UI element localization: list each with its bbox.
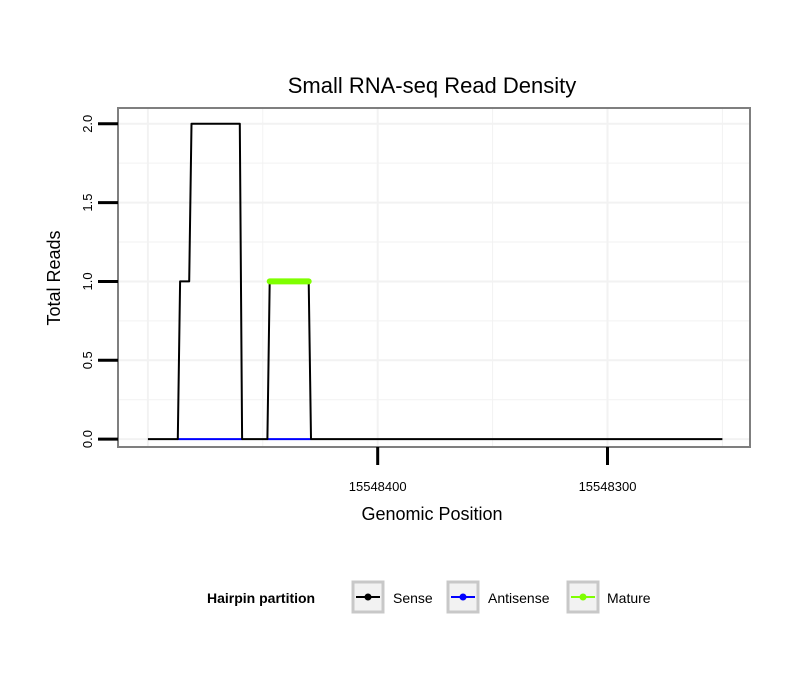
plot-panel [118,108,750,447]
y-tick-label: 1.0 [80,272,95,290]
legend-title: Hairpin partition [207,590,315,606]
series-layer [147,122,723,441]
plot-border [117,107,751,448]
x-tick-label: 15548400 [349,479,407,494]
legend-item-mature: Mature [566,580,651,614]
y-tick-label: 0.0 [80,430,95,448]
legend-item-antisense: Antisense [446,580,550,614]
legend: Hairpin partition Sense Antisense Mature [207,580,651,614]
x-tick-label: 15548300 [579,479,637,494]
legend-dot-mature [579,593,587,601]
y-tick-label: 0.5 [80,351,95,369]
legend-label-mature: Mature [607,590,651,606]
legend-dot-sense [364,593,372,601]
grid-lines [118,108,750,447]
y-tick-label: 2.0 [80,115,95,133]
series-line-sense [147,122,723,441]
y-tick-label: 1.5 [80,194,95,212]
legend-label-sense: Sense [393,590,433,606]
legend-item-sense: Sense [351,580,433,614]
legend-label-antisense: Antisense [488,590,550,606]
legend-dot-antisense [459,593,467,601]
x-axis-label: Genomic Position [361,504,502,524]
x-axis: 15548400 15548300 [349,447,637,494]
y-axis: 0.0 0.5 1.0 1.5 2.0 [80,115,118,448]
y-axis-label: Total Reads [44,230,64,325]
chart-title: Small RNA-seq Read Density [288,73,577,98]
